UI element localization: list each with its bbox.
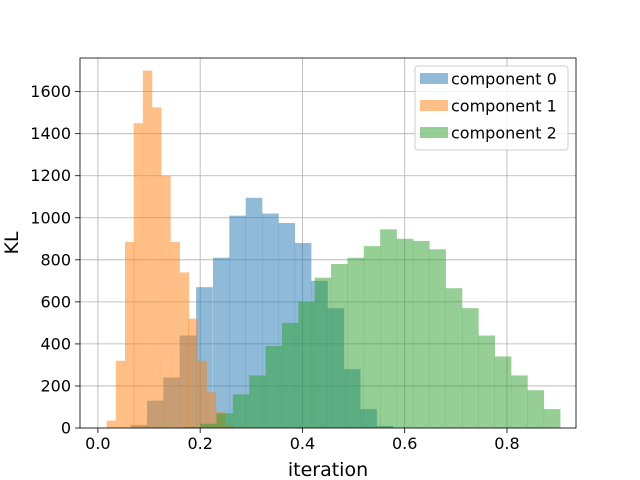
legend-swatch: [420, 73, 448, 84]
histogram-bar-component-2: [200, 423, 217, 428]
histogram-bar-component-2: [494, 356, 512, 428]
y-tick-label: 1200: [30, 166, 71, 185]
histogram-bar-component-2: [511, 375, 528, 428]
histogram-bar-component-2: [445, 288, 463, 428]
histogram-bar-component-0: [245, 197, 263, 428]
plot-frame: [79, 57, 577, 429]
histogram-bar-component-2: [314, 277, 332, 428]
histogram-bar-component-1: [152, 107, 162, 429]
x-axis-label: iteration: [288, 459, 368, 480]
histogram-bar-component-1: [106, 420, 116, 428]
histogram-bar-component-2: [396, 238, 414, 428]
histogram-bar-component-2: [461, 308, 479, 428]
legend: component 0 component 1 component 2: [414, 65, 569, 151]
y-tick-label: 0: [61, 419, 71, 438]
y-tick-label: 1600: [30, 82, 71, 101]
histogram-bar-component-2: [249, 375, 266, 428]
histogram-bar-component-2: [429, 249, 446, 428]
histogram-bar-component-1: [206, 392, 217, 428]
y-tick-label: 600: [40, 292, 71, 311]
histogram-bar-component-1: [133, 123, 144, 429]
y-tick-label: 1000: [30, 208, 71, 227]
x-tick-label: 0.4: [290, 434, 315, 453]
legend-label: component 1: [451, 97, 557, 116]
legend-swatch: [420, 127, 448, 138]
histogram-bar-component-0: [212, 257, 230, 428]
histogram-bar-component-1: [142, 70, 153, 429]
x-axis-ticks: 0.0 0.2 0.4 0.6 0.8: [85, 428, 520, 453]
histogram-bar-component-2: [543, 409, 561, 428]
histogram-bar-component-2: [216, 413, 234, 428]
histogram-bar-component-1: [197, 360, 207, 428]
x-tick-label: 0.6: [392, 434, 417, 453]
y-tick-label: 1400: [30, 124, 71, 143]
histogram-bar-component-2: [331, 264, 348, 428]
x-tick-label: 0.2: [187, 434, 212, 453]
histogram-bar-component-2: [380, 229, 397, 428]
histogram-bar-component-2: [265, 346, 283, 428]
x-tick-label: 0.0: [85, 434, 110, 453]
histogram-bar-component-1: [179, 272, 190, 428]
histogram-bar-component-2: [363, 246, 381, 428]
histogram-bar-component-2: [347, 257, 365, 428]
bars-layer: [106, 70, 561, 429]
legend-label: component 2: [451, 124, 557, 143]
histogram-bar-component-1: [170, 241, 180, 428]
y-axis-ticks: 0 200 400 600 800 1000 1200 1400 1600: [30, 82, 80, 438]
y-tick-label: 200: [40, 376, 71, 395]
histogram-bar-component-1: [115, 360, 126, 428]
histogram-bar-component-2: [298, 301, 315, 428]
histogram-bar-component-1: [125, 241, 135, 428]
y-tick-label: 400: [40, 334, 71, 353]
histogram-bar-component-1: [188, 318, 198, 428]
y-axis-label: KL: [1, 231, 23, 254]
legend-box: [414, 65, 569, 151]
histogram-bar-component-2: [527, 390, 545, 428]
histogram-bar-component-2: [232, 394, 250, 428]
y-tick-label: 800: [40, 250, 71, 269]
histogram-bar-component-2: [281, 322, 299, 428]
histogram-bar-component-2: [412, 240, 430, 428]
histogram-bar-component-2: [478, 335, 495, 428]
legend-swatch: [420, 100, 448, 111]
x-tick-label: 0.8: [494, 434, 519, 453]
histogram-bar-component-1: [161, 175, 171, 428]
histogram-bar-component-0: [229, 215, 246, 428]
histogram-bar-component-2: [183, 426, 201, 428]
legend-label: component 0: [451, 70, 557, 89]
